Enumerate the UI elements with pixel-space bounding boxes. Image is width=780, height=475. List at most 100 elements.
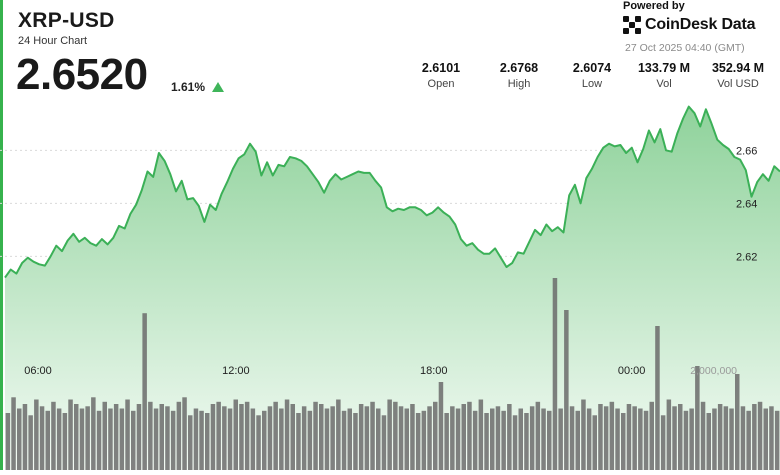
volume-bar <box>102 401 107 471</box>
volume-bar <box>74 404 79 470</box>
volume-bar <box>301 406 307 471</box>
volume-bar <box>91 397 96 471</box>
volume-bar <box>34 399 39 470</box>
volume-bar <box>193 408 199 470</box>
volume-bar <box>757 401 763 471</box>
stat-label: Open <box>427 78 455 90</box>
volume-bar <box>62 413 68 470</box>
volume-bar <box>547 410 552 471</box>
volume-bar <box>279 408 284 470</box>
volume-bar <box>267 406 273 471</box>
x-tick-label: 06:00 <box>24 365 52 377</box>
volume-bar <box>763 408 768 470</box>
timestamp: 27 Oct 2025 04:40 (GMT) <box>625 42 745 54</box>
triangle-up-icon <box>212 82 224 92</box>
volume-bar <box>564 310 569 470</box>
volume-bar <box>581 399 586 470</box>
volume-bar <box>136 404 142 470</box>
volume-bar <box>148 401 153 471</box>
volume-bar <box>5 413 11 470</box>
x-tick-label: 00:00 <box>618 365 646 377</box>
volume-bar <box>307 410 313 471</box>
volume-bar <box>96 410 102 471</box>
symbol-title: XRP-USD <box>18 9 115 32</box>
volume-bar <box>376 408 381 470</box>
volume-bar <box>529 406 535 471</box>
volume-bar <box>119 408 125 470</box>
volume-bar <box>695 366 700 470</box>
price-change: 1.61% <box>171 80 206 94</box>
chart-subtitle: 24 Hour Chart <box>18 35 88 47</box>
volume-bar <box>518 408 523 470</box>
volume-bar <box>176 401 182 471</box>
volume-bar <box>113 404 119 470</box>
volume-bar <box>256 415 261 471</box>
volume-bar <box>387 399 392 470</box>
stat-label: Vol USD <box>717 78 759 90</box>
volume-bar <box>712 408 717 470</box>
y-tick-label: 2.66 <box>736 145 757 157</box>
coindesk-logo-icon <box>623 16 641 34</box>
volume-bar <box>239 404 244 470</box>
price-area <box>5 106 780 470</box>
volume-bar <box>364 406 370 471</box>
volume-bar <box>438 382 444 470</box>
volume-bar <box>404 408 409 470</box>
volume-bar <box>746 410 751 471</box>
volume-bar <box>284 399 290 470</box>
volume-bars <box>5 278 780 471</box>
volume-bar <box>153 408 159 470</box>
volume-bar <box>56 408 62 470</box>
volume-bar <box>398 406 404 471</box>
volume-bar <box>324 408 330 470</box>
volume-bar <box>125 399 130 470</box>
volume-bar <box>216 401 221 471</box>
volume-bar <box>569 406 575 471</box>
volume-bar <box>700 401 706 471</box>
volume-bar <box>507 404 512 470</box>
volume-bar <box>17 408 22 470</box>
volume-bar <box>672 406 677 471</box>
volume-bar <box>689 408 694 470</box>
volume-bar <box>723 406 729 471</box>
volume-bar <box>609 401 615 471</box>
volume-bar <box>575 410 580 471</box>
volume-bar <box>11 397 16 471</box>
volume-bar <box>535 401 541 471</box>
stat-value: 2.6768 <box>499 61 539 75</box>
x-axis-ticks: 06:00 12:00 18:00 00:00 <box>24 365 645 377</box>
brand-logo[interactable]: CoinDesk Data <box>623 16 756 34</box>
volume-bar <box>467 401 472 471</box>
volume-bar <box>393 401 398 471</box>
volume-bar <box>188 415 193 471</box>
volume-bar <box>427 406 432 471</box>
stat-low: 2.6074 Low <box>552 61 632 90</box>
volume-bar <box>729 408 734 470</box>
volume-bar <box>108 408 113 470</box>
volume-bar <box>370 401 375 471</box>
volume-bar <box>495 406 501 471</box>
volume-bar <box>170 410 176 471</box>
volume-bar <box>85 406 90 471</box>
volume-bar <box>490 408 495 470</box>
volume-bar <box>621 413 626 470</box>
volume-bar <box>717 404 723 470</box>
volume-bar <box>524 413 529 470</box>
volume-bar <box>603 406 609 471</box>
volume-bar <box>222 406 227 471</box>
volume-bar <box>79 408 85 470</box>
volume-bar <box>541 408 546 470</box>
x-tick-label: 12:00 <box>222 365 250 377</box>
volume-bar <box>199 410 204 471</box>
volume-bar <box>421 410 427 471</box>
y-tick-label: 2.62 <box>736 251 757 263</box>
volume-bar <box>210 404 216 470</box>
volume-bar <box>330 406 335 471</box>
volume-bar <box>51 401 56 471</box>
volume-bar <box>410 404 415 470</box>
volume-bar <box>433 401 438 471</box>
volume-bar <box>649 401 654 471</box>
volume-bar <box>626 404 632 470</box>
volume-bar <box>660 415 666 471</box>
